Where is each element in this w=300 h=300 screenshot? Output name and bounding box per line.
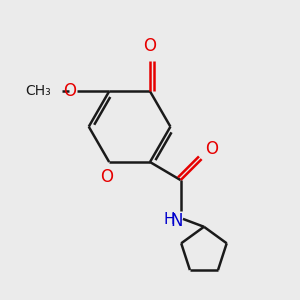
Text: CH₃: CH₃ (25, 84, 51, 98)
Text: O: O (205, 140, 218, 158)
Text: O: O (63, 82, 76, 100)
Text: N: N (171, 212, 183, 230)
Text: O: O (143, 38, 157, 56)
Text: H: H (164, 212, 175, 227)
Text: O: O (100, 168, 113, 186)
